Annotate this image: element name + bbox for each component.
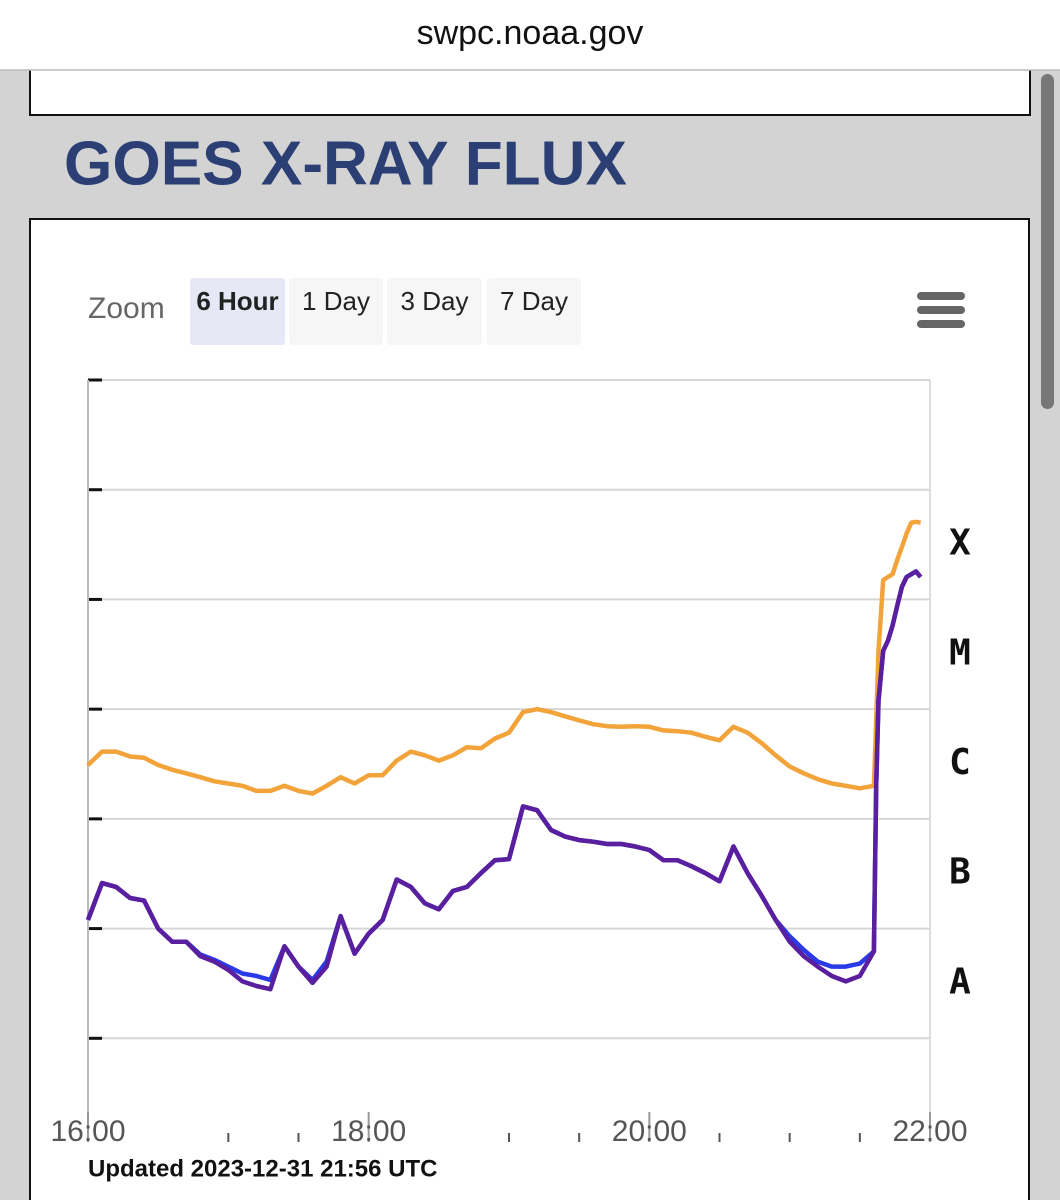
menu-bar	[917, 292, 965, 300]
menu-bar	[917, 306, 965, 314]
x-tick-label: 16:00	[50, 1115, 125, 1148]
updated-note: Updated 2023-12-31 21:56 UTC	[88, 1155, 437, 1182]
zoom-button[interactable]: 1 Day	[289, 278, 383, 345]
flux-line	[85, 569, 923, 992]
address-bar	[0, 0, 1060, 70]
zoom-buttons: 6 Hour 1 Day 3 Day 7 Day	[190, 278, 581, 345]
zoom-button-bg	[289, 278, 383, 345]
zoom-label: Zoom	[88, 292, 165, 325]
x-tick-label: 18:00	[331, 1115, 406, 1148]
zoom-button[interactable]: 3 Day	[387, 278, 482, 345]
plot: 16:00 18:00 20:00 22:00 A B C M X	[50, 378, 971, 1148]
zoom-button-label: 6 Hour	[196, 286, 278, 316]
scrollbar	[1041, 74, 1054, 409]
zoom-button[interactable]: 7 Day	[487, 278, 581, 345]
flare-class-label: X	[949, 523, 971, 564]
zoom-button-bg	[190, 278, 285, 345]
menu-button[interactable]	[917, 292, 965, 328]
zoom-button-bg	[387, 278, 482, 345]
zoom-button[interactable]: 6 Hour	[190, 278, 285, 345]
flux-line	[86, 519, 922, 796]
x-tick-label: 22:00	[892, 1115, 967, 1148]
zoom-button-label: 7 Day	[500, 286, 568, 316]
flare-class-label: A	[949, 961, 971, 1002]
x-tick-label: 20:00	[612, 1115, 687, 1148]
page-title: GOES X-RAY FLUX	[64, 129, 627, 198]
flare-class-label: M	[949, 632, 971, 673]
zoom-button-label: 1 Day	[302, 286, 370, 316]
flare-class-label: C	[949, 742, 971, 783]
zoom-button-label: 3 Day	[401, 286, 469, 316]
menu-bar	[917, 320, 965, 328]
url[interactable]: swpc.noaa.gov	[417, 14, 644, 52]
flare-class-label: B	[949, 852, 971, 893]
zoom-button-bg	[487, 278, 581, 345]
